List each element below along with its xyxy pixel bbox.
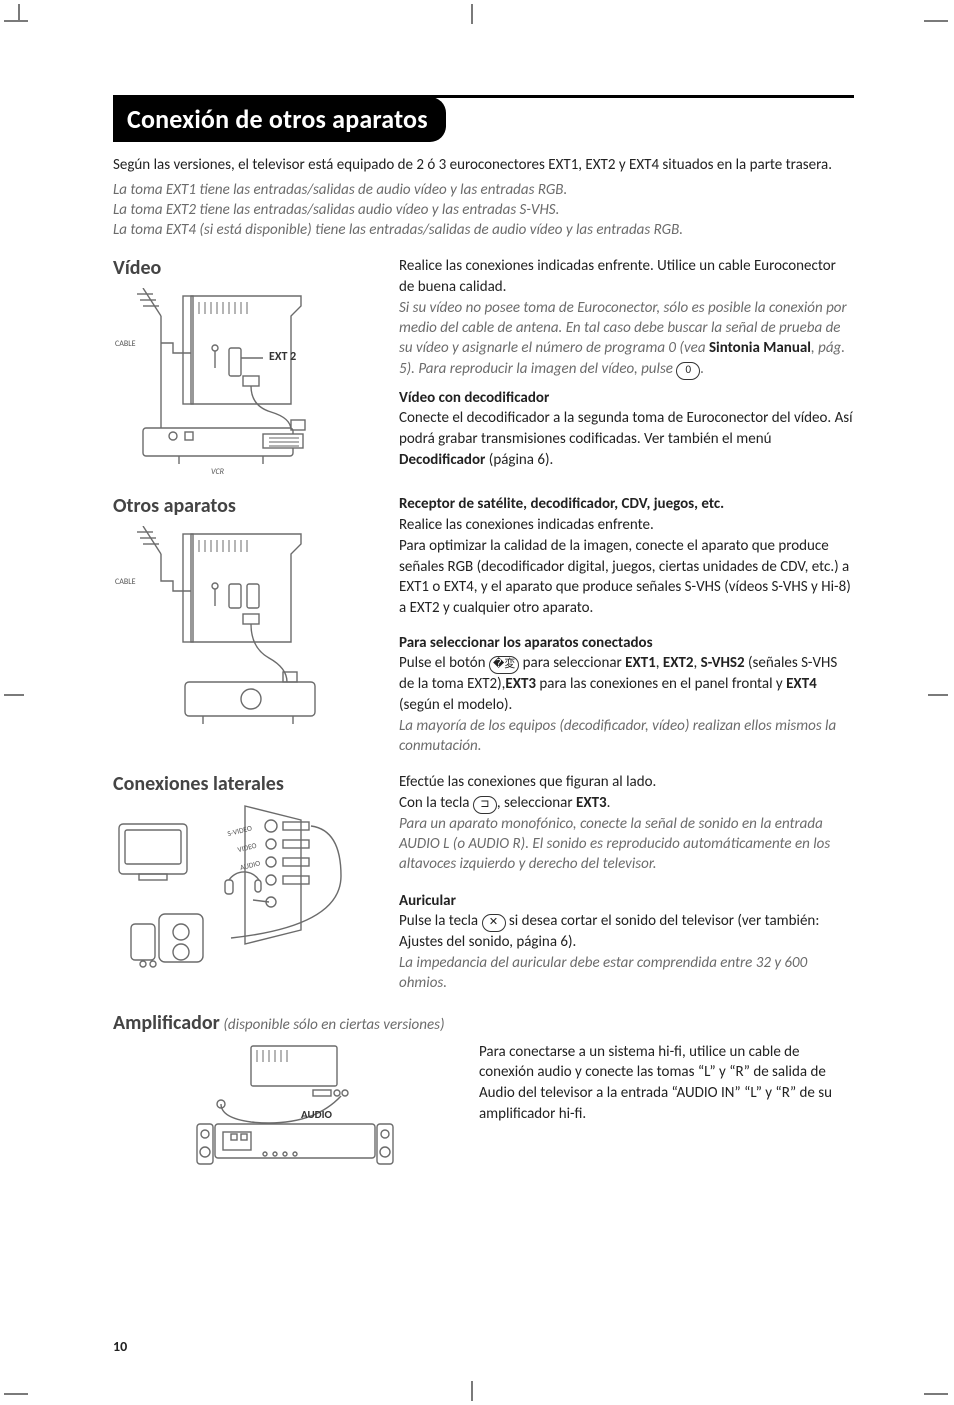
key-zero-icon: 0 bbox=[676, 362, 700, 380]
diagram-otros: CABLE bbox=[113, 526, 343, 726]
video-sub-heading: Vídeo con decodificador bbox=[399, 388, 854, 409]
crop-mark bbox=[471, 4, 473, 24]
page: Conexión de otros aparatos Según las ver… bbox=[0, 0, 954, 1405]
otros-sub2-italic: La mayoría de los equipos (decodificador… bbox=[399, 716, 854, 757]
label-audio: AUDIO bbox=[301, 1108, 333, 1121]
crop-mark bbox=[4, 1393, 28, 1395]
otros-sub2-body: Pulse el botón �変 para seleccionar EXT1,… bbox=[399, 653, 854, 715]
section-laterales: Conexiones laterales bbox=[113, 772, 854, 993]
diagram-laterales: S-VIDEO VIDEO AUDIO bbox=[113, 804, 353, 979]
intro-italic-2: La toma EXT2 tiene las entradas/salidas … bbox=[113, 200, 854, 220]
label-cable: CABLE bbox=[115, 339, 136, 349]
video-lead: Realice las conexiones indicadas enfrent… bbox=[399, 256, 854, 297]
crop-mark bbox=[4, 694, 24, 696]
amp-body: Para conectarse a un sistema hi-fi, util… bbox=[479, 1042, 854, 1125]
source-button-icon: ⊐ bbox=[473, 796, 497, 814]
label-cable: CABLE bbox=[115, 577, 136, 587]
crop-mark bbox=[924, 20, 948, 22]
lat-italic: Para un aparato monofónico, conecte la s… bbox=[399, 814, 854, 875]
amp-note: (disponible sólo en ciertas versiones) bbox=[223, 1016, 444, 1034]
label-ext2: EXT 2 bbox=[269, 350, 296, 364]
lat-line2: Con la tecla ⊐, seleccionar EXT3. bbox=[399, 793, 854, 814]
source-button-icon: �変 bbox=[489, 656, 519, 674]
diagram-amp: AUDIO bbox=[193, 1042, 403, 1172]
heading-laterales: Conexiones laterales bbox=[113, 772, 373, 796]
intro-text: Según las versiones, el televisor está e… bbox=[113, 155, 854, 176]
page-title: Conexión de otros aparatos bbox=[113, 97, 446, 142]
section-otros: Otros aparatos bbox=[113, 494, 854, 756]
otros-sub2-title: Para seleccionar los aparatos conectados bbox=[399, 633, 854, 654]
heading-amp: Amplificador bbox=[113, 1011, 220, 1035]
crop-mark bbox=[471, 1381, 473, 1401]
lat-aur-italic: La impedancia del auricular debe estar c… bbox=[399, 953, 854, 994]
section-amp: Amplificador (disponible sólo en ciertas… bbox=[113, 1011, 854, 1171]
video-italic: Si su vídeo no posee toma de Euroconecto… bbox=[399, 298, 854, 380]
lat-aur-title: Auricular bbox=[399, 891, 854, 912]
section-video: Vídeo bbox=[113, 256, 854, 478]
heading-video: Vídeo bbox=[113, 256, 373, 280]
video-sub-body: Conecte el decodificador a la segunda to… bbox=[399, 408, 854, 470]
mute-button-icon: ✕ bbox=[482, 914, 506, 932]
page-number: 10 bbox=[113, 1338, 127, 1355]
intro-italic-3: La toma EXT4 (si está disponible) tiene … bbox=[113, 220, 854, 240]
lat-aur-body: Pulse la tecla ✕ si desea cortar el soni… bbox=[399, 911, 854, 953]
heading-otros: Otros aparatos bbox=[113, 494, 373, 518]
crop-mark bbox=[4, 20, 28, 22]
intro-italic-1: La toma EXT1 tiene las entradas/salidas … bbox=[113, 180, 854, 200]
lat-line1: Efectúe las conexiones que figuran al la… bbox=[399, 772, 854, 793]
crop-mark bbox=[18, 4, 20, 20]
crop-mark bbox=[928, 694, 948, 696]
diagram-video: CABLE EXT 2 VCR bbox=[113, 288, 343, 478]
label-vcr: VCR bbox=[211, 467, 225, 477]
crop-mark bbox=[924, 1393, 948, 1395]
otros-sub1-title: Receptor de satélite, decodificador, CDV… bbox=[399, 494, 854, 515]
otros-sub1-body: Realice las conexiones indicadas enfrent… bbox=[399, 515, 854, 618]
